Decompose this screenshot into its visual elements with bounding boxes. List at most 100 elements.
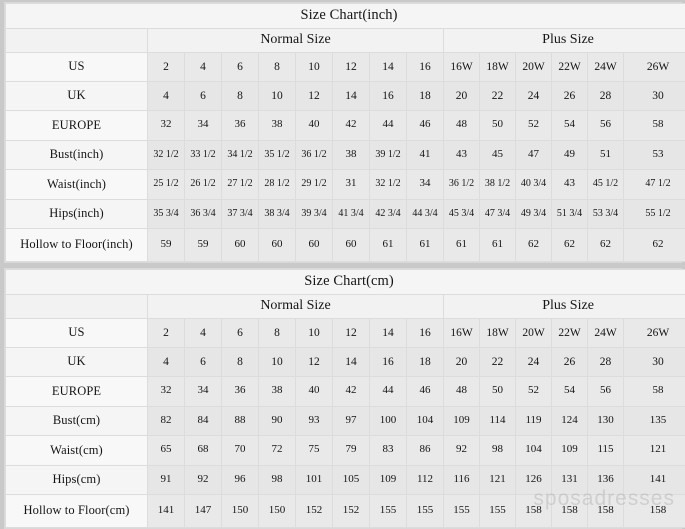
- cell: 12: [295, 81, 333, 111]
- cell: 158: [551, 494, 588, 528]
- cell: 24W: [587, 52, 624, 82]
- cell: 6: [184, 347, 222, 377]
- row-label-uk: UK: [5, 347, 148, 377]
- cell: 22W: [551, 318, 588, 348]
- cell: 28: [587, 347, 624, 377]
- cell: 42: [332, 376, 370, 407]
- cell: 121: [479, 464, 516, 495]
- cell: 27 1/2: [221, 169, 259, 200]
- chart-title: Size Chart(inch): [4, 3, 685, 29]
- cell: 40 3/4: [515, 169, 552, 200]
- cell: 34 1/2: [221, 139, 259, 170]
- cell: 8: [221, 81, 259, 111]
- cell: 45 3/4: [443, 198, 480, 229]
- cell: 24: [515, 347, 552, 377]
- cell: 61: [369, 228, 407, 262]
- cell: 10: [258, 81, 296, 111]
- row-label-europe: EUROPE: [5, 376, 148, 407]
- cell: 52: [515, 376, 552, 407]
- group-header-corner: [5, 28, 148, 53]
- row-label-us: US: [5, 318, 148, 348]
- cell: 98: [479, 435, 516, 466]
- cell: 114: [479, 405, 516, 436]
- cell: 88: [221, 405, 259, 436]
- cell: 104: [515, 435, 552, 466]
- cell: 20W: [515, 318, 552, 348]
- cell: 51 3/4: [551, 198, 588, 229]
- cell: 61: [406, 228, 444, 262]
- cell: 60: [295, 228, 333, 262]
- cell: 34: [406, 169, 444, 200]
- cell: 4: [147, 81, 185, 111]
- cell: 44 3/4: [406, 198, 444, 229]
- cell: 47: [515, 139, 552, 170]
- cell: 32 1/2: [369, 169, 407, 200]
- cell: 141: [147, 494, 185, 528]
- cell: 36 1/2: [443, 169, 480, 200]
- cell: 26 1/2: [184, 169, 222, 200]
- cell: 92: [184, 464, 222, 495]
- row-label-hipscm: Hips(cm): [5, 464, 148, 495]
- row-label-waistinch: Waist(inch): [5, 169, 148, 200]
- row-label-hipsinch: Hips(inch): [5, 198, 148, 229]
- cell: 16: [406, 318, 444, 348]
- cell: 43: [443, 139, 480, 170]
- cell: 121: [622, 435, 685, 466]
- row-label-hollow-to-floorcm: Hollow to Floor(cm): [5, 494, 148, 528]
- cell: 30: [622, 81, 685, 111]
- table-row: UK 4 6 8 10 12 14 16 18 20 22 24 26 28 30: [5, 81, 685, 111]
- cell: 16W: [443, 318, 480, 348]
- cell: 16: [369, 347, 407, 377]
- cell: 14: [332, 81, 370, 111]
- cell: 83: [369, 435, 407, 466]
- cell: 14: [369, 52, 407, 82]
- cell: 31: [332, 169, 370, 200]
- cell: 4: [184, 52, 222, 82]
- cell: 8: [221, 347, 259, 377]
- cell: 53 3/4: [587, 198, 624, 229]
- table-row: Bust(inch) 32 1/2 33 1/2 34 1/2 35 1/2 36 1/2…: [5, 139, 685, 170]
- cell: 4: [184, 318, 222, 348]
- table-body: Size Chart(cm) Normal Size Plus Size US 2 4 6 8…: [4, 269, 685, 528]
- cell: 61: [479, 228, 516, 262]
- cell: 4: [147, 347, 185, 377]
- cell: 32 1/2: [147, 139, 185, 170]
- table-row: Hips(cm) 91 92 96 98 101 105 109 112 116 121 126 131…: [5, 464, 685, 495]
- cell: 62: [622, 228, 685, 262]
- cell: 6: [221, 318, 259, 348]
- cell: 56: [587, 110, 624, 141]
- cell: 38 1/2: [479, 169, 516, 200]
- cell: 16W: [443, 52, 480, 82]
- cell: 53: [622, 139, 685, 170]
- cell: 10: [295, 318, 333, 348]
- cell: 152: [332, 494, 370, 528]
- cell: 18W: [479, 52, 516, 82]
- size-table-cm: Size Chart(cm) Normal Size Plus Size US 2 4 6 8…: [4, 269, 685, 528]
- cell: 26W: [622, 318, 685, 348]
- cell: 119: [515, 405, 552, 436]
- cell: 8: [258, 52, 296, 82]
- cell: 16: [406, 52, 444, 82]
- cell: 6: [221, 52, 259, 82]
- cell: 61: [443, 228, 480, 262]
- group-header-normal-size: Normal Size: [147, 28, 444, 53]
- cell: 155: [443, 494, 480, 528]
- cell: 147: [184, 494, 222, 528]
- cell: 33 1/2: [184, 139, 222, 170]
- cell: 131: [551, 464, 588, 495]
- cell: 10: [295, 52, 333, 82]
- cell: 35 3/4: [147, 198, 185, 229]
- cell: 26: [551, 347, 588, 377]
- table-row: UK 4 6 8 10 12 14 16 18 20 22 24 26 28 30: [5, 347, 685, 377]
- cell: 54: [551, 376, 588, 407]
- cell: 28 1/2: [258, 169, 296, 200]
- cell: 109: [369, 464, 407, 495]
- cell: 12: [332, 318, 370, 348]
- cell: 98: [258, 464, 296, 495]
- cell: 112: [406, 464, 444, 495]
- cell: 59: [184, 228, 222, 262]
- cell: 30: [622, 347, 685, 377]
- cell: 37 3/4: [221, 198, 259, 229]
- cell: 62: [551, 228, 588, 262]
- cell: 16: [369, 81, 407, 111]
